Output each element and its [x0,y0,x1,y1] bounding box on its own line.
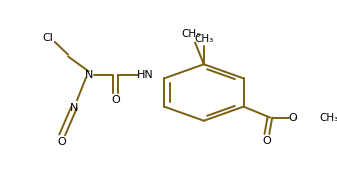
Text: N: N [85,70,93,80]
Text: O: O [111,95,120,105]
Text: CH₃: CH₃ [194,34,213,44]
Text: O: O [263,136,272,146]
Text: O: O [288,112,297,122]
Text: Cl: Cl [42,33,53,43]
Text: CH₃: CH₃ [181,29,200,39]
Text: CH₃: CH₃ [319,112,337,122]
Text: HN: HN [136,70,153,80]
Text: N: N [70,102,78,112]
Text: O: O [58,137,67,147]
